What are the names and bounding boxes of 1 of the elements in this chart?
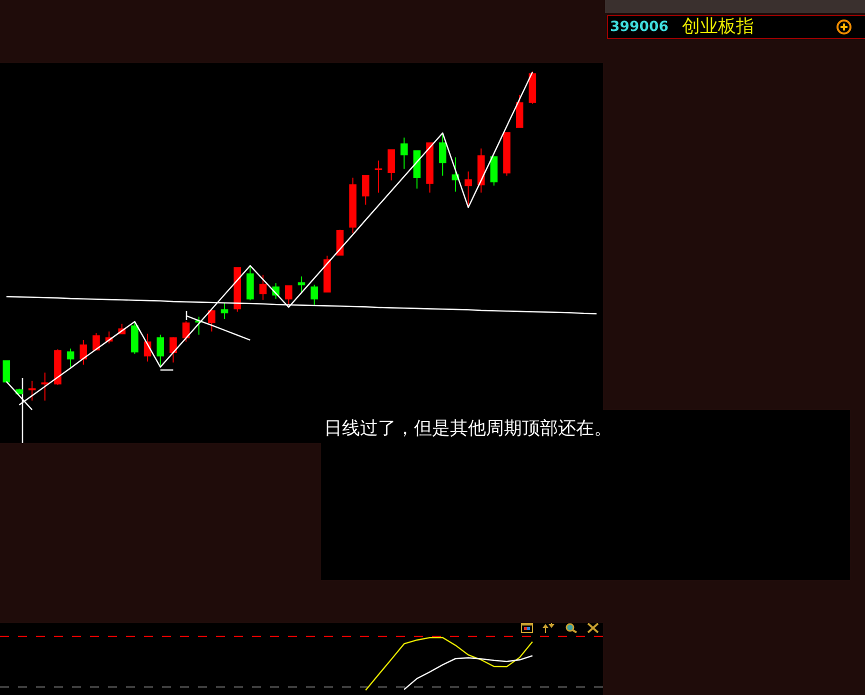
text: 日线过了，但是其他周期顶部还在。: [323, 417, 613, 441]
